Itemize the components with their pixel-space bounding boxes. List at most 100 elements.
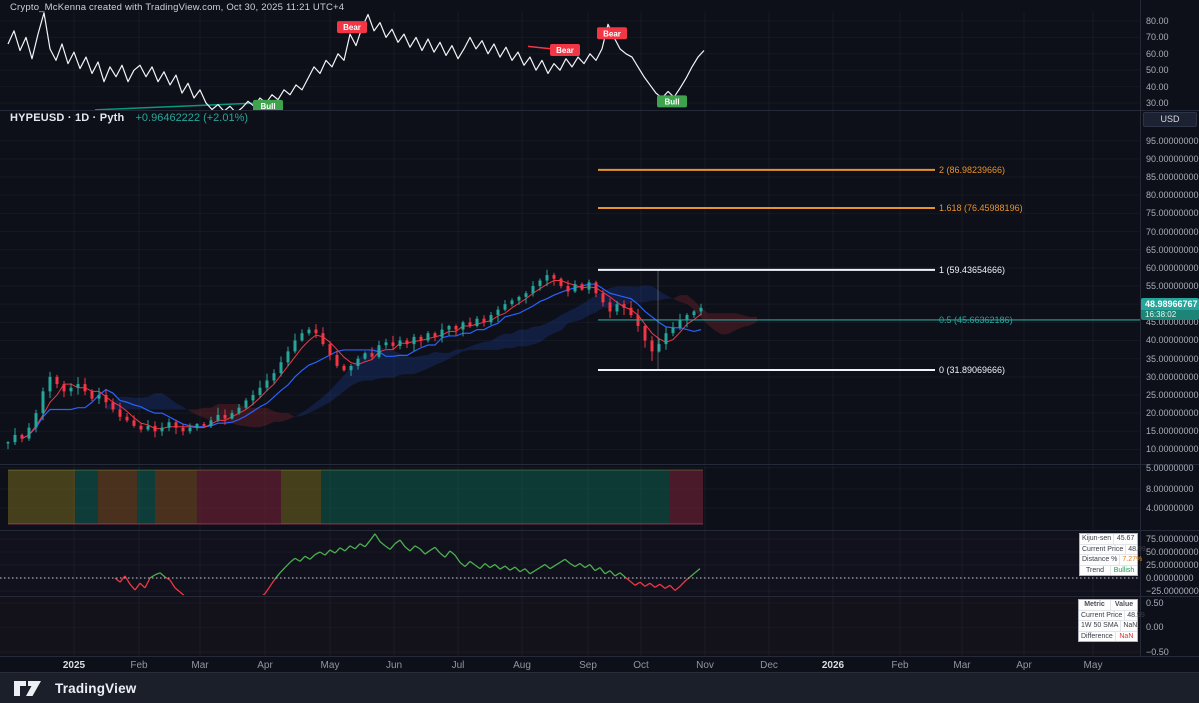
- gridlines: [73, 12, 1094, 656]
- price-axis-label: 8.00000000: [1146, 483, 1194, 494]
- price-axis-label: 75.00000000: [1146, 534, 1199, 544]
- hypeusd-daily: [6, 269, 757, 450]
- fib-level-label: 1.618 (76.45988196): [939, 203, 1023, 213]
- price-axis-label: 15.00000000: [1146, 426, 1199, 437]
- ichimoku-summary-table: Kijun-sen 45.67 Current Price 48.99 Distance…: [1079, 533, 1146, 576]
- price-axis-label: 40.00: [1146, 81, 1169, 92]
- price-axis-label: 70.00: [1146, 32, 1169, 43]
- time-axis-label: Jul: [451, 660, 465, 671]
- metric-label: Current Price: [1080, 544, 1127, 554]
- price-axis-label: 25.00000000: [1146, 560, 1199, 570]
- fib-retracement: 2 (86.98239666) 1.618 (76.45988196) 1 (59.…: [598, 165, 1140, 375]
- bear-label: [597, 27, 627, 40]
- price-axis-label: 85.00000000: [1146, 172, 1199, 183]
- price-axis-label: 60.00000000: [1146, 262, 1199, 273]
- time-axis-label: 2025: [62, 660, 86, 671]
- price-axis-label: 0.00000000: [1146, 572, 1194, 583]
- metric-value: NaN: [1119, 632, 1134, 640]
- market-regime: [8, 469, 703, 525]
- svg-text:Bull: Bull: [260, 102, 275, 111]
- fib-level-label: 0.5 (45.66362186): [939, 315, 1013, 325]
- price-axis-label: 80.00: [1146, 16, 1169, 26]
- footer-bar: TradingView: [0, 672, 1199, 703]
- price-axis-label: 95.00000000: [1146, 135, 1199, 146]
- price-axis-label: 30.00000000: [1146, 371, 1199, 382]
- time-axis-label: Apr: [1016, 660, 1032, 671]
- time-axis-label: May: [320, 660, 340, 671]
- bear-label: [337, 21, 367, 34]
- price-axis-label: 70.00000000: [1146, 226, 1199, 237]
- price-axis-label: 25.00000000: [1146, 389, 1199, 400]
- time-axis-label: Dec: [760, 660, 778, 671]
- price-axis-label: −0.50: [1146, 647, 1169, 658]
- time-axis-label: 2026: [821, 660, 845, 671]
- time-axis-label: Aug: [513, 660, 531, 671]
- symbol-title[interactable]: HYPEUSD · 1D · Pyth: [10, 112, 125, 124]
- table-row: Trend Bullish: [1080, 565, 1137, 575]
- time-axis-label: Mar: [191, 660, 209, 671]
- price-axis-label: 35.00000000: [1146, 353, 1199, 364]
- table-header-cell: Metric: [1079, 600, 1111, 610]
- svg-text:Bear: Bear: [343, 23, 361, 32]
- time-axis-label: Oct: [633, 660, 649, 671]
- tradingview-logo-icon[interactable]: [13, 679, 47, 698]
- table-row: Difference NaN: [1079, 631, 1137, 641]
- tradingview-wordmark[interactable]: TradingView: [55, 681, 137, 696]
- metric-value: 48.99: [1127, 611, 1145, 619]
- price-axis-label: 0.50: [1146, 597, 1164, 608]
- metric-value: 7.27%: [1122, 556, 1143, 563]
- metric-label: Current Price: [1079, 610, 1126, 620]
- last-price-label: 48.98966767 16:38:02: [1141, 297, 1199, 320]
- price-axis-label: 10.00000000: [1146, 444, 1199, 455]
- metric-label: Trend: [1080, 565, 1111, 575]
- price-axis-label: 45.00000000: [1146, 317, 1199, 328]
- chart-attribution: Crypto_McKenna created with TradingView.…: [10, 2, 345, 13]
- metric-label: Difference: [1079, 631, 1116, 641]
- bull-label: [253, 99, 283, 110]
- fib-level-label: 2 (86.98239666): [939, 165, 1005, 175]
- symbol-change: +0.96462222 (+2.01%): [135, 112, 249, 124]
- time-axis-label: Sep: [579, 660, 597, 671]
- svg-text:Bull: Bull: [664, 97, 679, 106]
- metric-value: 45.67: [1116, 535, 1135, 542]
- price-axis-label: 20.00000000: [1146, 408, 1199, 419]
- price-axis-label: 50.00000000: [1146, 547, 1199, 557]
- bar-countdown: 16:38:02: [1141, 309, 1199, 320]
- bull-bear-overview: Bear Bear Bear Bull Bull: [7, 12, 705, 111]
- time-axis-label: Feb: [891, 660, 909, 671]
- price-axis-label: 5.00000000: [1146, 462, 1194, 473]
- price-axis-label: 55.00000000: [1146, 281, 1199, 291]
- svg-text:Bear: Bear: [603, 29, 621, 38]
- fib-level-label: 0 (31.89069666): [939, 365, 1005, 375]
- kijun-distance-oscillator: [114, 533, 701, 595]
- bear-label: [550, 44, 580, 57]
- metric-label: Distance %: [1080, 555, 1121, 565]
- chart-canvas[interactable]: Bear Bear Bear Bull Bull 2 (86.98239666) 1.618…: [0, 0, 1199, 672]
- price-axis-label: 0.00: [1146, 622, 1164, 633]
- symbol-legend: HYPEUSD · 1D · Pyth +0.96462222 (+2.01%): [10, 112, 248, 124]
- time-axis-label: Mar: [953, 660, 971, 671]
- price-axis-label: 65.00000000: [1146, 244, 1199, 255]
- currency-toggle-button[interactable]: USD: [1143, 112, 1197, 127]
- table-header-cell: Value: [1114, 601, 1134, 608]
- time-axis-label: Nov: [696, 660, 714, 671]
- price-axis-label: 80.00000000: [1146, 190, 1199, 201]
- table-row: Current Price 48.99: [1079, 610, 1145, 621]
- sma-summary-table: Metric Value Current Price 48.99 1W 50 SMA Na…: [1078, 599, 1145, 642]
- table-row: 1W 50 SMA NaN: [1079, 621, 1137, 632]
- price-axis-label: 30.00: [1146, 97, 1169, 108]
- metric-value: 48.99: [1128, 545, 1146, 553]
- table-row: Current Price 48.99: [1080, 544, 1146, 555]
- table-row: Distance % 7.27%: [1080, 555, 1142, 566]
- metric-value: Bullish: [1113, 566, 1135, 574]
- last-price-value: 48.98966767: [1141, 297, 1199, 310]
- price-axis-label: 50.00: [1146, 65, 1169, 76]
- time-axis-label: May: [1083, 660, 1103, 671]
- time-axis-label: Feb: [130, 660, 148, 671]
- table-row: Kijun-sen 45.67: [1080, 534, 1137, 545]
- price-axis-label: −25.00000000: [1146, 585, 1199, 596]
- price-axis-label: 75.00000000: [1146, 208, 1199, 219]
- time-axis-label: Apr: [257, 660, 273, 671]
- metric-label: 1W 50 SMA: [1079, 621, 1122, 631]
- time-axis-label: Jun: [385, 660, 403, 671]
